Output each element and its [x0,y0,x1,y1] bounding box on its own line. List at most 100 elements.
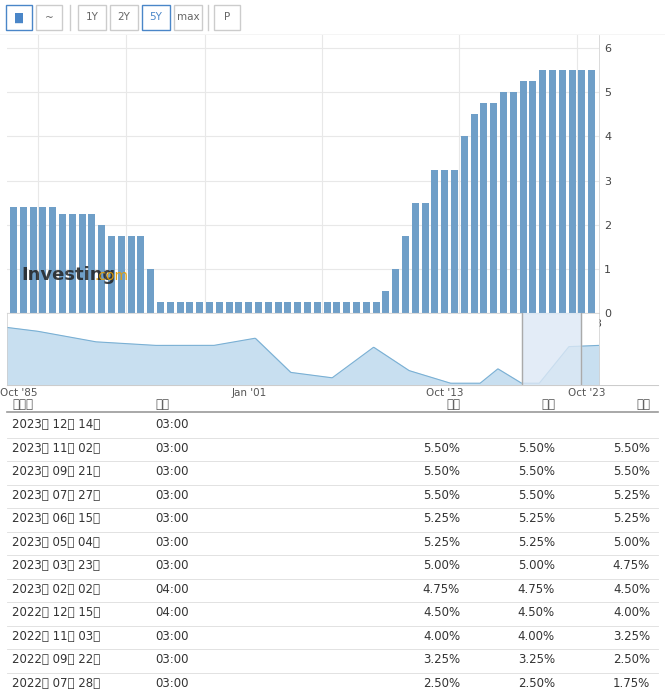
Bar [519,81,527,313]
Bar [412,202,419,313]
Text: 03:00: 03:00 [155,630,188,642]
Text: ▐▌: ▐▌ [11,12,27,23]
Bar [39,207,47,313]
Text: 2023년 05월 04일: 2023년 05월 04일 [12,536,100,549]
Text: 2022년 12월 15일: 2022년 12월 15일 [12,606,100,620]
Text: 03:00: 03:00 [155,677,188,690]
Bar [157,302,164,313]
Bar [6,5,32,30]
Text: 03:00: 03:00 [155,559,188,572]
Bar [215,302,223,313]
Text: .com: .com [94,269,128,283]
Bar [372,302,380,313]
Text: 2022년 11월 03일: 2022년 11월 03일 [12,630,100,642]
Text: 2023년 03월 23일: 2023년 03월 23일 [12,559,100,572]
Bar [441,170,448,313]
Bar [579,70,585,313]
Text: 2022년 07월 28일: 2022년 07월 28일 [12,677,100,690]
Text: 4.75%: 4.75% [518,583,555,596]
Bar [235,302,243,313]
Text: 3.25%: 3.25% [613,630,650,642]
Text: 4.50%: 4.50% [518,606,555,620]
Text: 5.25%: 5.25% [423,536,460,549]
Bar [471,114,477,313]
Bar [509,92,517,313]
Bar [225,302,233,313]
Text: 4.75%: 4.75% [612,559,650,572]
Text: 예측: 예측 [541,398,555,411]
Bar [480,103,487,313]
Text: 2023년 12월 14일: 2023년 12월 14일 [12,419,100,431]
Bar [118,236,125,313]
Text: 2Y: 2Y [118,12,130,22]
Bar [49,207,57,313]
Text: 5.25%: 5.25% [518,512,555,525]
Bar [588,70,595,313]
Bar [314,302,321,313]
Bar [214,5,240,30]
Text: 03:00: 03:00 [155,419,188,431]
Bar [186,302,194,313]
Bar [245,302,252,313]
Bar [206,302,213,313]
Text: 5.25%: 5.25% [423,512,460,525]
Text: 5.50%: 5.50% [423,441,460,455]
Bar [59,213,66,313]
Text: 5.25%: 5.25% [518,536,555,549]
Text: 5.25%: 5.25% [613,512,650,525]
Text: 1.75%: 1.75% [612,677,650,690]
Text: 03:00: 03:00 [155,512,188,525]
Bar [422,202,428,313]
Text: 04:00: 04:00 [155,606,189,620]
Bar [294,302,301,313]
Bar [265,302,272,313]
Text: 실제: 실제 [446,398,460,411]
Bar [529,81,537,313]
Bar [285,302,291,313]
Text: 03:00: 03:00 [155,536,188,549]
Bar [20,207,27,313]
Text: 2023년 06월 15일: 2023년 06월 15일 [12,512,100,525]
Bar [539,70,546,313]
Bar [461,137,467,313]
Text: 이전: 이전 [636,398,650,411]
Bar [29,207,37,313]
Bar [138,236,144,313]
Bar [78,5,106,30]
Bar [88,213,96,313]
Bar [174,5,202,30]
Text: 2023년 11월 02일: 2023년 11월 02일 [12,441,100,455]
Text: 5.00%: 5.00% [613,536,650,549]
Text: 03:00: 03:00 [155,489,188,502]
Text: Investing: Investing [21,265,116,283]
Bar [392,269,399,313]
Bar [402,236,409,313]
Text: 5Y: 5Y [150,12,162,22]
Text: 5.50%: 5.50% [423,465,460,478]
Bar [78,213,86,313]
Text: 2022년 09월 22일: 2022년 09월 22일 [12,653,100,666]
Bar [196,302,203,313]
Text: 2023년 07월 27일: 2023년 07월 27일 [12,489,100,502]
Bar [500,92,507,313]
Text: 03:00: 03:00 [155,465,188,478]
Text: 2.50%: 2.50% [518,677,555,690]
Text: 5.00%: 5.00% [423,559,460,572]
Text: 04:00: 04:00 [155,583,189,596]
Text: 4.00%: 4.00% [518,630,555,642]
Text: 2023년 09월 21일: 2023년 09월 21일 [12,465,100,478]
Text: 5.50%: 5.50% [613,465,650,478]
Bar [110,5,138,30]
Text: ~: ~ [45,12,53,22]
Bar [177,302,184,313]
Bar [147,269,154,313]
Text: 3.25%: 3.25% [518,653,555,666]
Text: 03:00: 03:00 [155,441,188,455]
Bar [432,170,438,313]
Bar [142,5,170,30]
Text: 5.25%: 5.25% [613,489,650,502]
Bar [569,70,576,313]
Text: 5.50%: 5.50% [518,489,555,502]
Bar [324,302,331,313]
Bar [362,302,370,313]
